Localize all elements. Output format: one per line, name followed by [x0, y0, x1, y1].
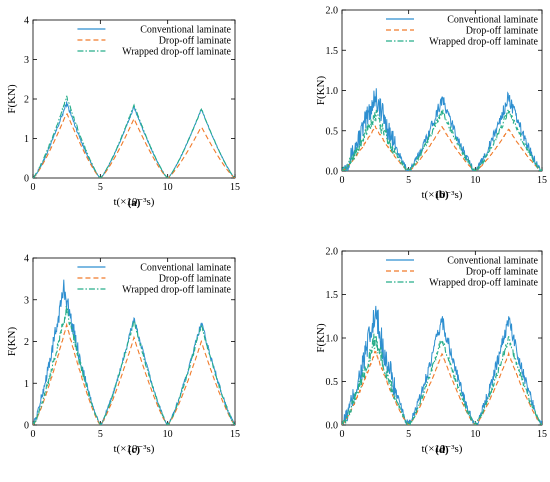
x-tick-label: 15 [230, 182, 240, 193]
panel-label: (a) [128, 197, 141, 209]
legend-label: Wrapped drop-off laminate [122, 47, 231, 58]
y-tick-label: 1.0 [326, 86, 339, 97]
y-tick-label: 2.0 [326, 247, 339, 258]
series-line-wrapped [342, 109, 542, 171]
y-tick-label: 2 [24, 337, 29, 348]
x-tick-label: 15 [537, 429, 547, 440]
y-tick-label: 2 [24, 95, 29, 106]
x-tick-label: 10 [163, 429, 173, 440]
x-tick-label: 5 [98, 429, 103, 440]
series-line-conventional [33, 279, 235, 425]
y-tick-label: 0.0 [326, 421, 339, 432]
x-axis-label: t(×10⁻³s) [114, 196, 155, 208]
chart-panel-c: 0 5 10 15 0 1 2 3 4 t(×10⁻³s) F(KN) Conventional la… [6, 254, 240, 457]
x-tick-label: 10 [470, 429, 480, 440]
series-line-wrapped [342, 333, 542, 425]
x-tick-label: 10 [163, 182, 173, 193]
legend-label: Conventional laminate [140, 25, 231, 36]
series-line-conventional [342, 305, 542, 425]
y-tick-label: 0 [24, 174, 29, 185]
x-tick-label: 15 [537, 175, 547, 186]
legend-label: Conventional laminate [447, 256, 538, 267]
y-tick-label: 4 [24, 16, 29, 27]
x-tick-label: 5 [98, 182, 103, 193]
chart-panel-a: 0 5 10 15 0 1 2 3 4 t(×10⁻³s) F(KN) Conventional la… [6, 16, 240, 210]
legend-label: Drop-off laminate [159, 274, 232, 285]
legend-label: Drop-off laminate [466, 26, 539, 37]
x-tick-label: 10 [470, 175, 480, 186]
y-tick-label: 1.0 [326, 334, 339, 345]
legend-label: Drop-off laminate [159, 36, 232, 47]
x-tick-label: 0 [340, 175, 345, 186]
y-tick-label: 1 [24, 379, 29, 390]
x-tick-label: 5 [406, 175, 411, 186]
legend-label: Drop-off laminate [466, 267, 539, 278]
y-tick-label: 4 [24, 254, 29, 265]
x-axis-label: t(×10⁻³s) [114, 443, 155, 455]
x-tick-label: 0 [31, 182, 36, 193]
series-line-wrapped [33, 95, 235, 178]
series-line-conventional [33, 101, 235, 178]
panel-label: (d) [435, 444, 449, 456]
x-axis-label: t(×10⁻³s) [422, 443, 463, 455]
y-tick-label: 1.5 [326, 46, 339, 57]
legend-label: Conventional laminate [140, 263, 231, 274]
y-tick-label: 1 [24, 134, 29, 145]
series-line-wrapped [33, 305, 235, 425]
x-tick-label: 5 [406, 429, 411, 440]
y-tick-label: 3 [24, 295, 29, 306]
y-tick-label: 2.0 [326, 6, 339, 17]
y-tick-label: 0 [24, 421, 29, 432]
y-axis-label: F(KN) [6, 84, 18, 114]
series-line-drop-off [33, 112, 235, 178]
x-tick-label: 0 [31, 429, 36, 440]
x-tick-label: 0 [340, 429, 345, 440]
chart-panel-d: 0 5 10 15 0.0 0.5 1.0 1.5 2.0 t(×10⁻³s) F(KN) Conve… [315, 247, 547, 457]
panel-label: (c) [128, 444, 141, 456]
series-line-drop-off [33, 322, 235, 425]
series-line-drop-off [342, 350, 542, 425]
panel-label: (b) [435, 189, 449, 201]
legend-label: Wrapped drop-off laminate [429, 37, 538, 48]
legend-label: Wrapped drop-off laminate [122, 285, 231, 296]
x-tick-label: 15 [230, 429, 240, 440]
series-line-drop-off [342, 125, 542, 171]
y-axis-label: F(KN) [315, 323, 327, 353]
legend-label: Conventional laminate [447, 15, 538, 26]
legend-label: Wrapped drop-off laminate [429, 278, 538, 289]
y-axis-label: F(KN) [6, 327, 18, 357]
y-axis-label: F(KN) [315, 76, 327, 106]
chart-panel-b: 0 5 10 15 0.0 0.5 1.0 1.5 2.0 t(×10⁻³s) F(KN) Conve… [315, 6, 547, 202]
y-tick-label: 0.5 [326, 377, 339, 388]
y-tick-label: 3 [24, 55, 29, 66]
y-tick-label: 1.5 [326, 290, 339, 301]
y-tick-label: 0.0 [326, 167, 339, 178]
y-tick-label: 0.5 [326, 126, 339, 137]
x-axis-label: t(×10⁻³s) [422, 189, 463, 201]
series-line-conventional [342, 88, 542, 171]
